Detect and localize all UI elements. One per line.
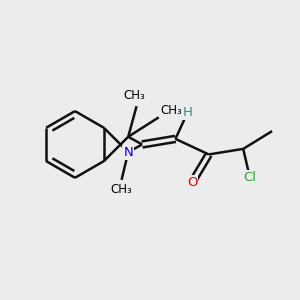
Text: N: N xyxy=(123,146,133,159)
Text: O: O xyxy=(187,176,197,189)
Text: CH₃: CH₃ xyxy=(123,88,145,102)
Text: H: H xyxy=(183,106,193,119)
Text: CH₃: CH₃ xyxy=(111,183,132,196)
Text: Cl: Cl xyxy=(243,171,256,184)
Text: CH₃: CH₃ xyxy=(160,104,182,117)
